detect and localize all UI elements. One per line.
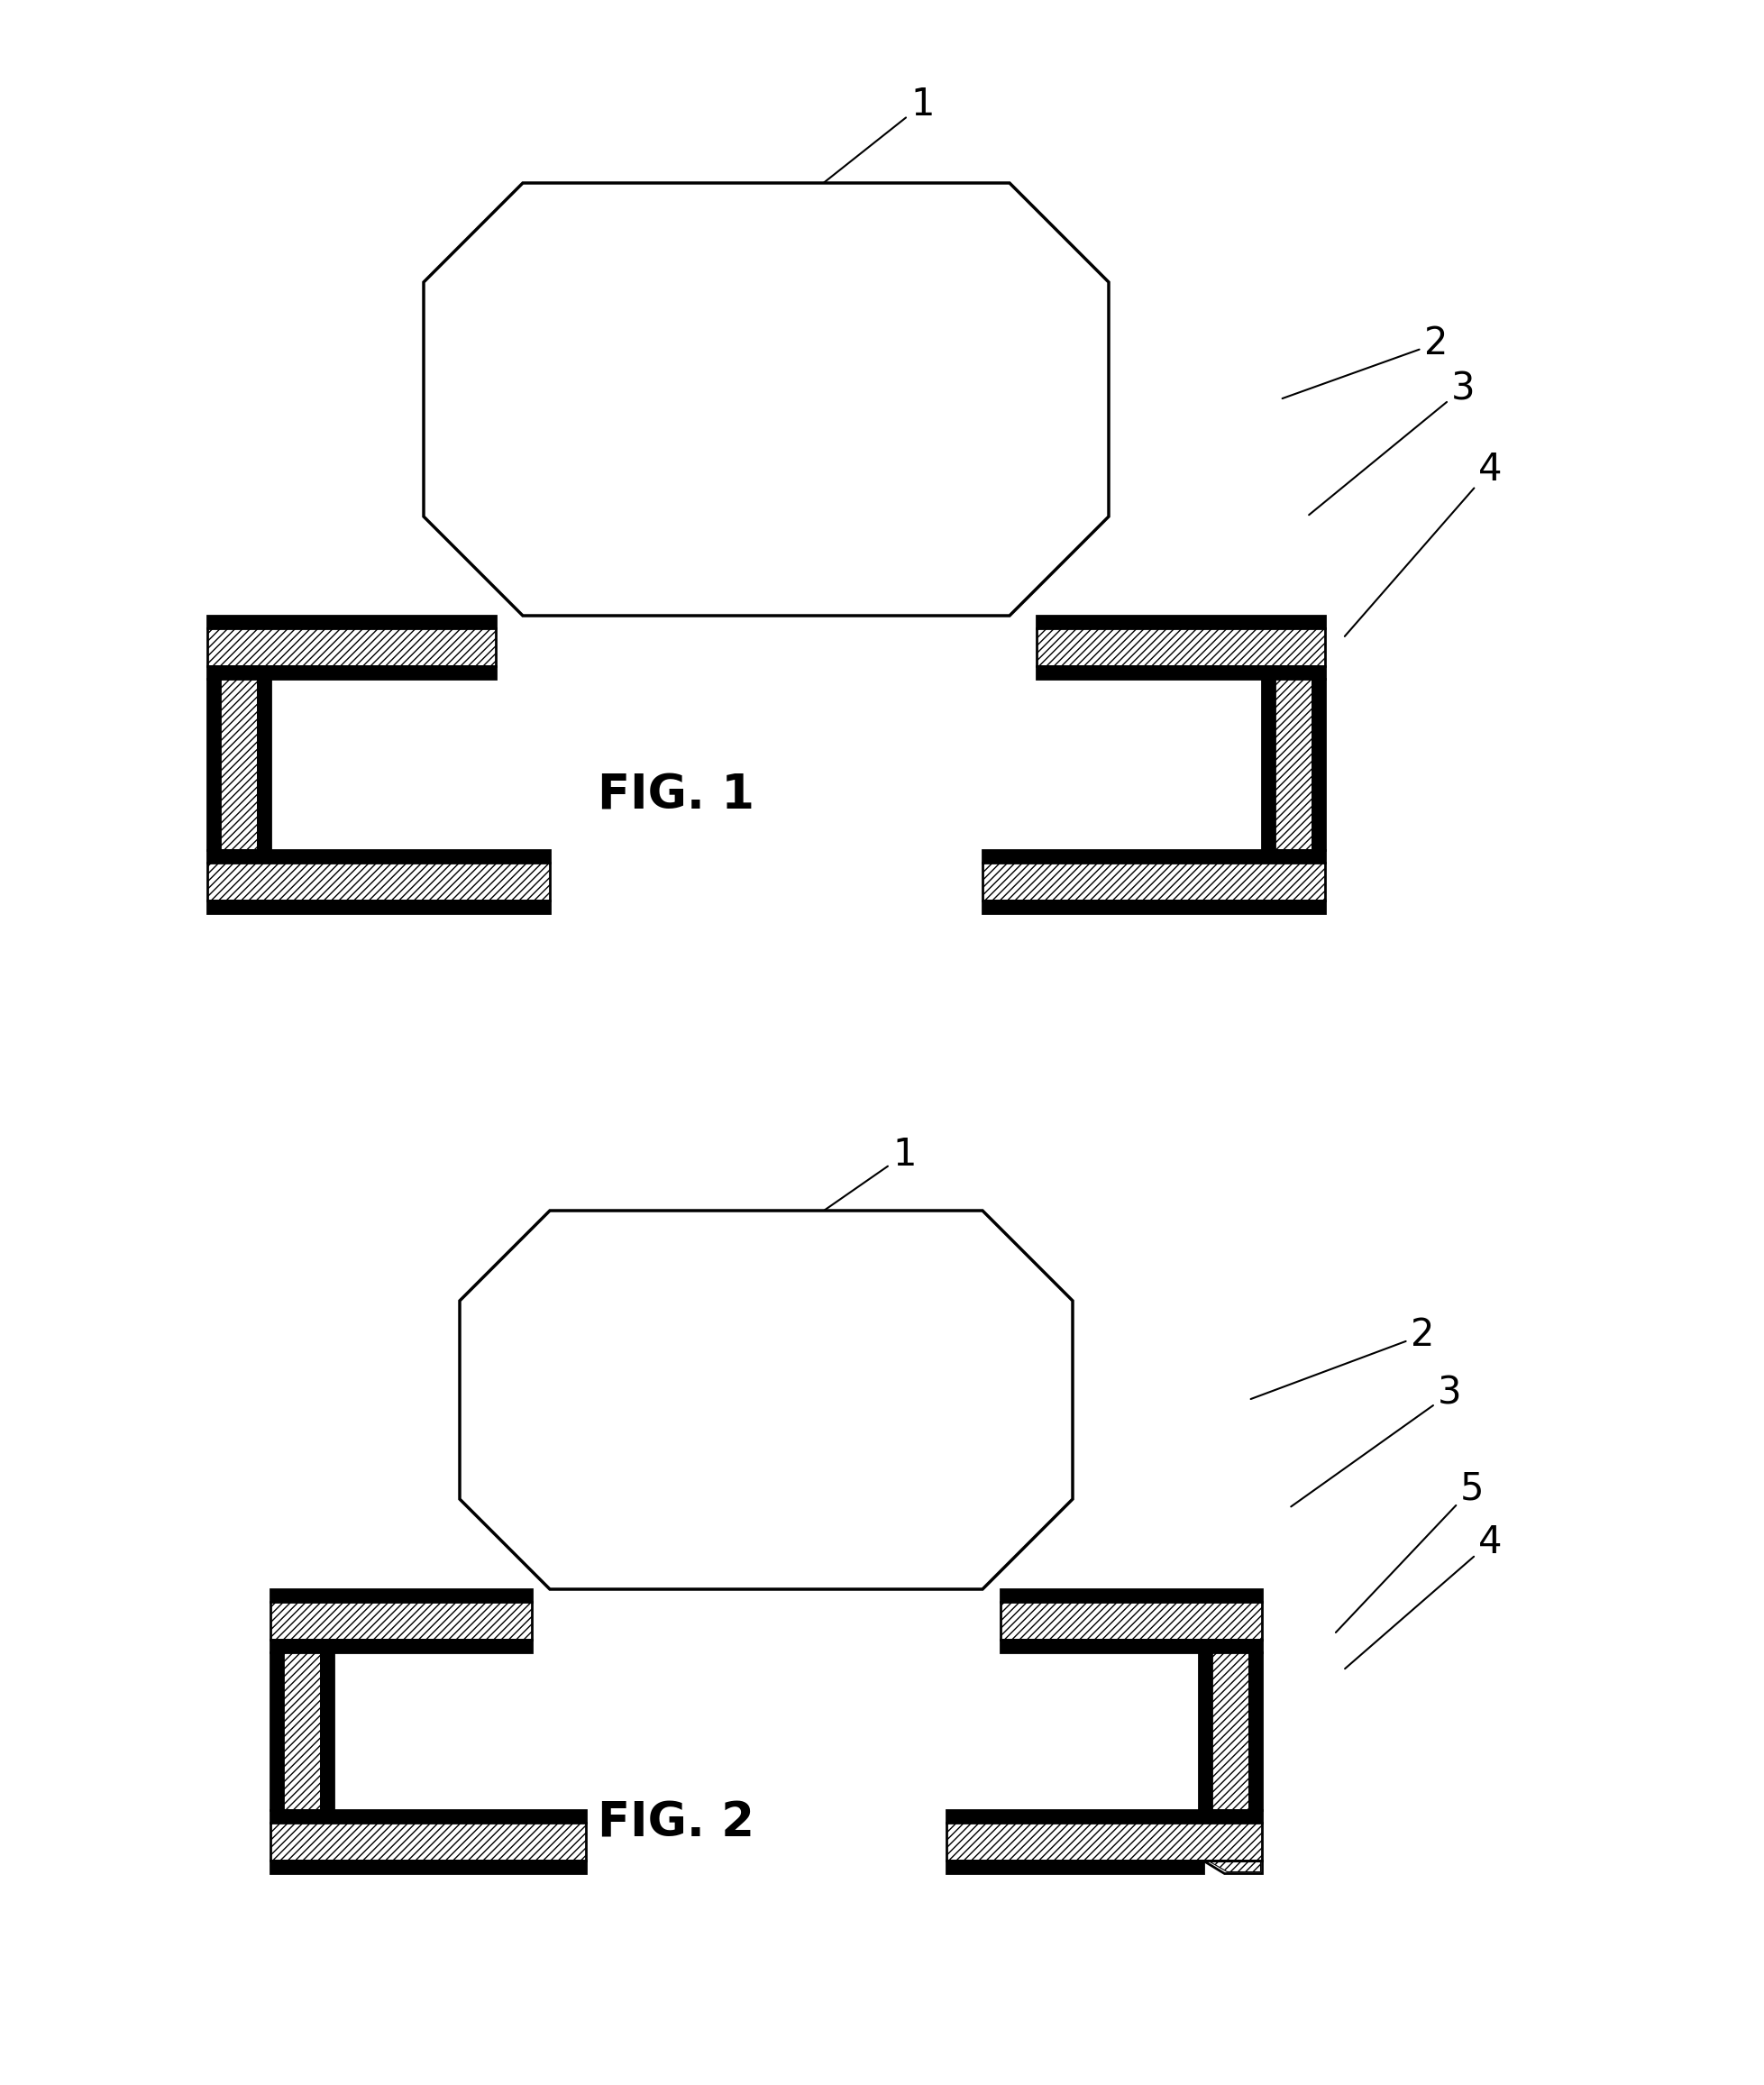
Polygon shape bbox=[1037, 628, 1325, 665]
Polygon shape bbox=[460, 1211, 1073, 1589]
Polygon shape bbox=[270, 1601, 531, 1639]
Polygon shape bbox=[270, 1589, 531, 1601]
Polygon shape bbox=[947, 1860, 1203, 1872]
Polygon shape bbox=[423, 183, 1110, 615]
Polygon shape bbox=[1208, 1862, 1259, 1872]
Polygon shape bbox=[1312, 680, 1325, 851]
Text: 4: 4 bbox=[1344, 450, 1503, 636]
Polygon shape bbox=[282, 1651, 321, 1810]
Polygon shape bbox=[270, 1810, 586, 1822]
Polygon shape bbox=[1000, 1639, 1261, 1651]
Polygon shape bbox=[1275, 680, 1312, 851]
Polygon shape bbox=[1000, 1589, 1261, 1601]
Polygon shape bbox=[270, 1860, 586, 1872]
Polygon shape bbox=[1212, 1651, 1249, 1810]
Polygon shape bbox=[208, 901, 550, 913]
Text: 3: 3 bbox=[1309, 369, 1475, 515]
Text: 1: 1 bbox=[723, 85, 935, 263]
Polygon shape bbox=[983, 863, 1325, 901]
Polygon shape bbox=[270, 1651, 282, 1810]
Polygon shape bbox=[220, 680, 258, 851]
Polygon shape bbox=[1000, 1601, 1261, 1639]
Polygon shape bbox=[208, 615, 496, 628]
Polygon shape bbox=[208, 863, 550, 901]
Polygon shape bbox=[983, 901, 1325, 913]
Polygon shape bbox=[947, 1810, 1261, 1822]
Polygon shape bbox=[1261, 680, 1275, 851]
Text: 1: 1 bbox=[697, 1136, 916, 1299]
Polygon shape bbox=[1037, 665, 1325, 680]
Polygon shape bbox=[208, 628, 496, 665]
Polygon shape bbox=[1249, 1651, 1261, 1810]
Text: FIG. 2: FIG. 2 bbox=[598, 1799, 755, 1847]
Polygon shape bbox=[208, 851, 550, 863]
Polygon shape bbox=[321, 1651, 333, 1810]
Polygon shape bbox=[947, 1822, 1261, 1860]
Polygon shape bbox=[208, 680, 220, 851]
Polygon shape bbox=[1203, 1860, 1261, 1872]
Text: 2: 2 bbox=[1251, 1316, 1434, 1399]
Polygon shape bbox=[270, 1639, 531, 1651]
Text: FIG. 1: FIG. 1 bbox=[598, 774, 755, 819]
Polygon shape bbox=[1200, 1651, 1212, 1810]
Polygon shape bbox=[208, 665, 496, 680]
Text: 4: 4 bbox=[1344, 1524, 1503, 1668]
Text: 2: 2 bbox=[1282, 325, 1448, 398]
Text: 3: 3 bbox=[1291, 1374, 1462, 1507]
Polygon shape bbox=[1037, 615, 1325, 628]
Text: 5: 5 bbox=[1335, 1470, 1484, 1633]
Polygon shape bbox=[270, 1822, 586, 1860]
Polygon shape bbox=[258, 680, 270, 851]
Polygon shape bbox=[983, 851, 1325, 863]
